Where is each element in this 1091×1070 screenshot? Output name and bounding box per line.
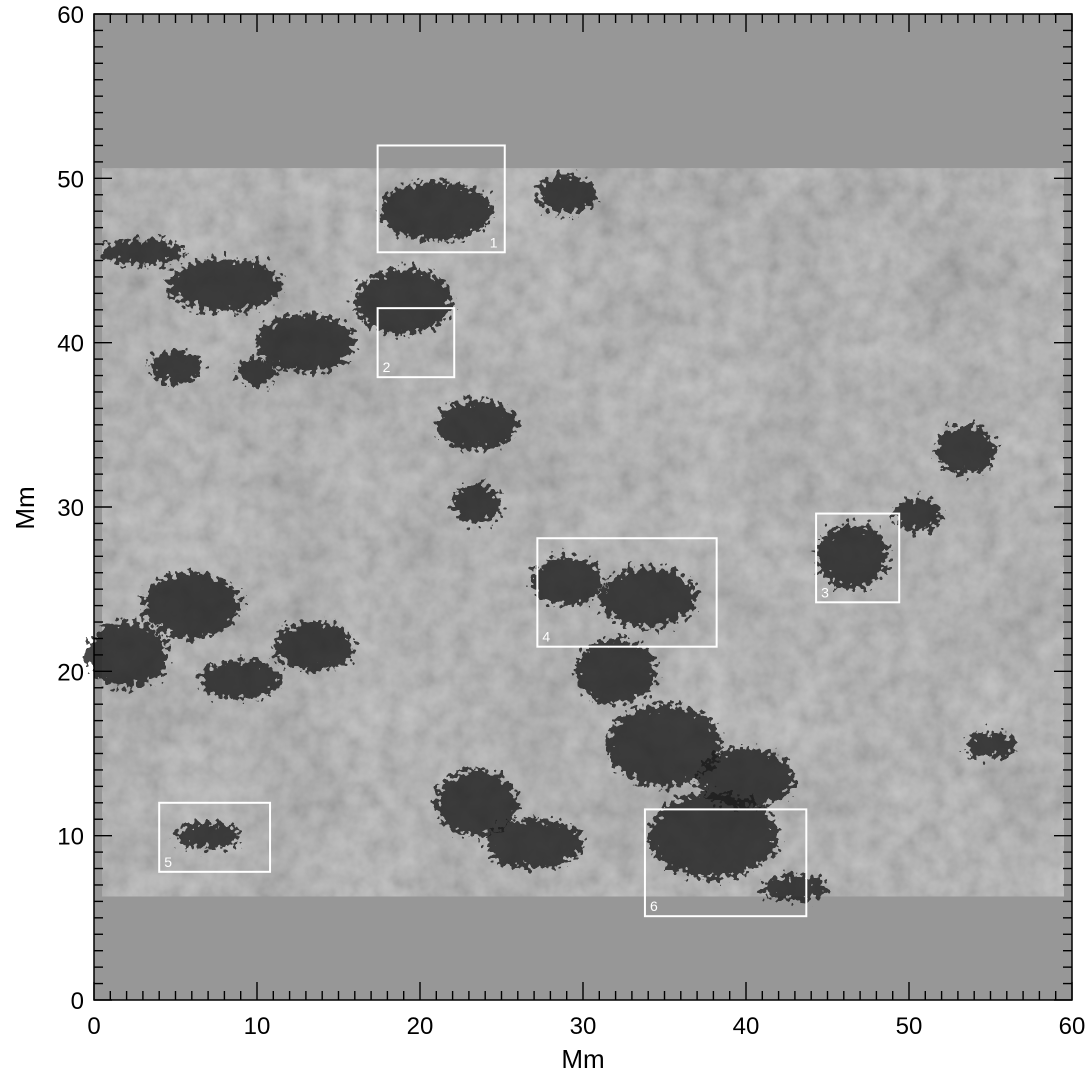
network-cluster: [167, 258, 282, 312]
y-tick-label: 0: [71, 988, 84, 1015]
y-tick-label: 10: [57, 824, 84, 851]
x-tick-label: 30: [570, 1013, 597, 1040]
region-box-1: [376, 144, 506, 254]
y-tick-label: 20: [57, 659, 84, 686]
y-tick-label: 60: [57, 2, 84, 29]
magnetic-network: [85, 175, 1015, 902]
selected-regions: 1 2 3 4 5 6: [158, 144, 901, 918]
x-axis-label: Mm: [561, 1044, 604, 1070]
network-cluster: [816, 523, 888, 590]
x-tick-label: 60: [1059, 1013, 1086, 1040]
network-cluster: [607, 704, 722, 787]
y-tick-label: 50: [57, 166, 84, 193]
region-label-4: 4: [542, 629, 550, 645]
network-cluster: [966, 732, 1015, 759]
network-cluster: [354, 268, 453, 335]
network-cluster: [648, 792, 779, 879]
x-tick-label: 10: [244, 1013, 271, 1040]
network-cluster: [175, 822, 241, 849]
region-label-6: 6: [650, 898, 658, 914]
y-tick-label: 40: [57, 331, 84, 358]
region-box-6: [643, 808, 808, 918]
y-tick-label: 30: [57, 495, 84, 522]
network-cluster: [697, 748, 795, 808]
region-box-5: [158, 801, 272, 873]
network-cluster: [257, 313, 355, 373]
image-area: [85, 14, 1072, 1000]
network-cluster: [149, 350, 202, 384]
region-label-3: 3: [821, 584, 829, 600]
network-cluster: [102, 239, 184, 266]
network-cluster: [199, 659, 282, 700]
x-tick-label: 0: [87, 1013, 100, 1040]
network-cluster: [142, 572, 241, 639]
network-cluster: [452, 483, 502, 524]
network-cluster: [574, 638, 657, 705]
network-cluster: [237, 359, 277, 386]
y-axis-label: Mm: [10, 486, 40, 529]
tick-labels: 0 10 20 30 40 50 60 0 10 20 30 40 50 60: [57, 2, 1085, 1040]
region-box-3: [815, 512, 901, 604]
network-cluster: [436, 400, 518, 450]
network-cluster: [599, 567, 698, 627]
network-cluster: [273, 622, 355, 672]
region-label-5: 5: [164, 854, 172, 870]
axis-ticks: [93, 13, 1073, 1001]
network-cluster: [892, 498, 942, 532]
region-label-1: 1: [490, 234, 498, 250]
region-box-2: [376, 307, 456, 379]
network-cluster: [379, 181, 494, 241]
region-label-2: 2: [383, 359, 391, 375]
x-tick-label: 50: [896, 1013, 923, 1040]
network-cluster: [436, 769, 518, 836]
network-cluster: [530, 556, 603, 606]
network-cluster: [762, 875, 828, 902]
network-cluster: [936, 424, 996, 475]
network-cluster: [537, 175, 597, 215]
x-tick-label: 20: [407, 1013, 434, 1040]
network-cluster: [485, 819, 583, 869]
x-tick-label: 40: [733, 1013, 760, 1040]
region-box-4: [536, 537, 718, 648]
